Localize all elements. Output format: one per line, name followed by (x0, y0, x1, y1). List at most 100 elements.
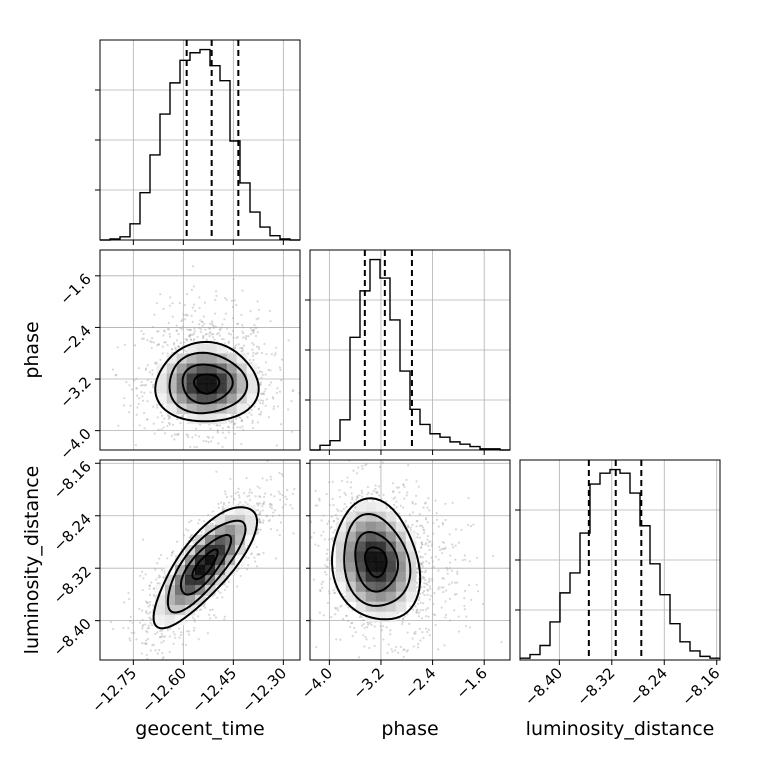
sample-point (150, 618, 153, 621)
density-cell (155, 614, 166, 626)
xtick-label-luminosity_distance: −8.32 (573, 664, 618, 709)
density-cell (175, 594, 186, 606)
histogram-phase (310, 258, 510, 451)
sample-point (401, 620, 404, 623)
sample-point (142, 332, 145, 336)
sample-point (464, 558, 467, 561)
sample-point (264, 404, 267, 407)
density-cell (215, 514, 226, 526)
sample-point (116, 346, 119, 349)
sample-point (265, 514, 268, 517)
sample-point (414, 630, 417, 633)
sample-point (191, 333, 194, 336)
density-cell (215, 544, 226, 556)
sample-point (188, 536, 191, 539)
sample-point (168, 416, 171, 420)
sample-point (156, 631, 159, 634)
sample-point (368, 646, 371, 650)
sample-point (422, 506, 425, 509)
sample-point (261, 392, 265, 395)
sample-point (376, 491, 379, 494)
density-cell (186, 403, 198, 415)
sample-point (159, 358, 162, 361)
density-cell (385, 601, 397, 613)
density-cell (206, 413, 218, 425)
sample-point (185, 433, 188, 436)
sample-point (420, 524, 423, 527)
sample-point (152, 405, 155, 408)
sample-point (269, 369, 272, 372)
density-cell (206, 383, 218, 395)
density-cell (225, 554, 236, 566)
sample-point (159, 411, 162, 414)
sample-point (468, 560, 471, 563)
sample-point (344, 493, 347, 496)
xtick-label-luminosity_distance: −8.16 (678, 664, 723, 709)
sample-point (240, 346, 244, 349)
sample-point (424, 627, 428, 630)
sample-point (262, 519, 265, 522)
sample-point (268, 518, 271, 522)
sample-point (394, 645, 398, 649)
density-cell (375, 611, 387, 623)
sample-point (147, 626, 151, 630)
sample-point (408, 513, 411, 516)
sample-point (231, 329, 235, 332)
density-cell (156, 383, 168, 395)
x-axis-label-phase: phase (381, 718, 438, 740)
sample-point (148, 584, 152, 588)
sample-point (257, 553, 260, 556)
sample-point (257, 317, 260, 320)
sample-point (220, 326, 223, 329)
sample-point (140, 391, 143, 394)
sample-point (260, 370, 264, 374)
sample-point (272, 407, 275, 410)
sample-point (267, 519, 270, 523)
sample-point (417, 598, 420, 602)
sample-point (420, 541, 423, 544)
density-cell (156, 373, 168, 385)
sample-point (426, 506, 429, 509)
sample-point (275, 391, 278, 395)
sample-point (147, 605, 150, 608)
sample-point (241, 347, 244, 350)
sample-point (322, 614, 326, 617)
sample-point (451, 501, 454, 504)
sample-point (382, 493, 385, 497)
sample-point (244, 336, 247, 339)
sample-point (217, 502, 220, 505)
sample-point (208, 334, 211, 338)
sample-point (257, 495, 261, 498)
density-cell (355, 541, 367, 553)
sample-point (273, 354, 276, 357)
sample-point (257, 366, 260, 369)
sample-point (421, 575, 425, 578)
sample-point (450, 581, 454, 584)
sample-point (422, 636, 425, 640)
sample-point (179, 341, 182, 345)
sample-point (257, 371, 260, 374)
sample-point (204, 328, 207, 331)
sample-point (225, 585, 229, 588)
sample-point (421, 631, 424, 634)
sample-point (453, 593, 457, 596)
sample-point (224, 296, 227, 300)
sample-point (179, 421, 182, 425)
density-cell (355, 521, 367, 533)
sample-point (331, 480, 334, 483)
x-axis-label-geocent_time: geocent_time (135, 718, 264, 740)
sample-point (432, 532, 435, 535)
sample-point (260, 399, 263, 402)
sample-point (143, 427, 146, 430)
sample-point (422, 577, 425, 580)
sample-point (407, 464, 410, 467)
sample-point (180, 320, 183, 323)
hist-grid-geocent_time (100, 89, 300, 191)
sample-point (250, 361, 253, 364)
sample-point (407, 525, 410, 528)
density-cell (196, 383, 208, 395)
sample-point (250, 552, 254, 555)
density-cell (375, 601, 387, 613)
sample-point (286, 488, 289, 492)
sample-point (326, 548, 329, 551)
